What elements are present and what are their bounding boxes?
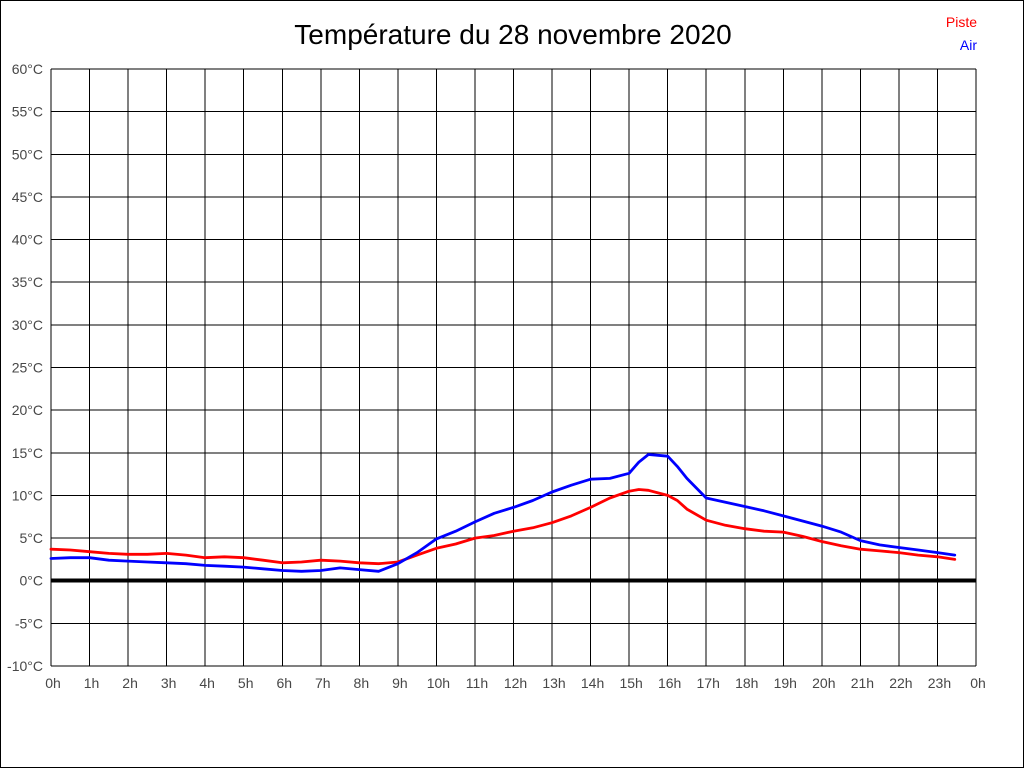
- x-axis-tick-label: 8h: [354, 675, 370, 691]
- x-axis-tick-label: 1h: [84, 675, 100, 691]
- x-axis-tick-label: 14h: [581, 675, 604, 691]
- y-axis-tick-label: -10°C: [7, 658, 43, 674]
- x-axis-tick-label: 20h: [812, 675, 835, 691]
- x-axis-tick-label: 21h: [851, 675, 874, 691]
- x-axis-tick-label: 5h: [238, 675, 254, 691]
- y-axis-tick-label: 55°C: [12, 104, 43, 120]
- y-axis-tick-label: 40°C: [12, 232, 43, 248]
- y-axis-tick-label: 45°C: [12, 189, 43, 205]
- y-axis-tick-label: 5°C: [20, 530, 44, 546]
- x-axis-tick-label: 17h: [697, 675, 720, 691]
- x-axis-tick-label: 4h: [199, 675, 215, 691]
- x-axis-tick-label: 15h: [619, 675, 642, 691]
- y-axis-tick-label: 0°C: [20, 573, 44, 589]
- x-axis-tick-label: 10h: [427, 675, 450, 691]
- x-axis-tick-label: 18h: [735, 675, 758, 691]
- x-axis-tick-label: 0h: [970, 675, 986, 691]
- x-axis-tick-label: 12h: [504, 675, 527, 691]
- legend-piste-label: Piste: [945, 14, 977, 30]
- y-axis-tick-label: 20°C: [12, 402, 43, 418]
- y-axis-tick-label: 15°C: [12, 445, 43, 461]
- x-axis-tick-label: 0h: [45, 675, 61, 691]
- chart-title: Température du 28 novembre 2020: [294, 19, 732, 50]
- y-axis-tick-label: 10°C: [12, 487, 43, 503]
- series-line-piste: [49, 488, 957, 566]
- y-axis-tick-label: 25°C: [12, 360, 43, 376]
- x-axis-tick-label: 22h: [889, 675, 912, 691]
- y-axis-tick-label: -5°C: [15, 615, 43, 631]
- x-axis-tick-label: 7h: [315, 675, 331, 691]
- x-axis-tick-label: 16h: [658, 675, 681, 691]
- y-axis-tick-label: 30°C: [12, 317, 43, 333]
- x-axis-tick-label: 3h: [161, 675, 177, 691]
- chart-legend: Piste Air: [946, 11, 977, 57]
- x-axis-tick-label: 9h: [392, 675, 408, 691]
- y-axis-tick-label: 60°C: [12, 61, 43, 77]
- x-axis-tick-label: 2h: [122, 675, 138, 691]
- x-axis-tick-label: 11h: [466, 675, 488, 691]
- y-axis-tick-label: 35°C: [12, 274, 43, 290]
- series-line-air: [49, 453, 957, 573]
- y-axis-tick-label: 50°C: [12, 146, 43, 162]
- x-axis-tick-label: 23h: [928, 675, 951, 691]
- x-axis-tick-label: 6h: [276, 675, 292, 691]
- x-axis-tick-label: 13h: [542, 675, 565, 691]
- legend-air-label: Air: [959, 37, 977, 53]
- x-axis-tick-label: 19h: [774, 675, 797, 691]
